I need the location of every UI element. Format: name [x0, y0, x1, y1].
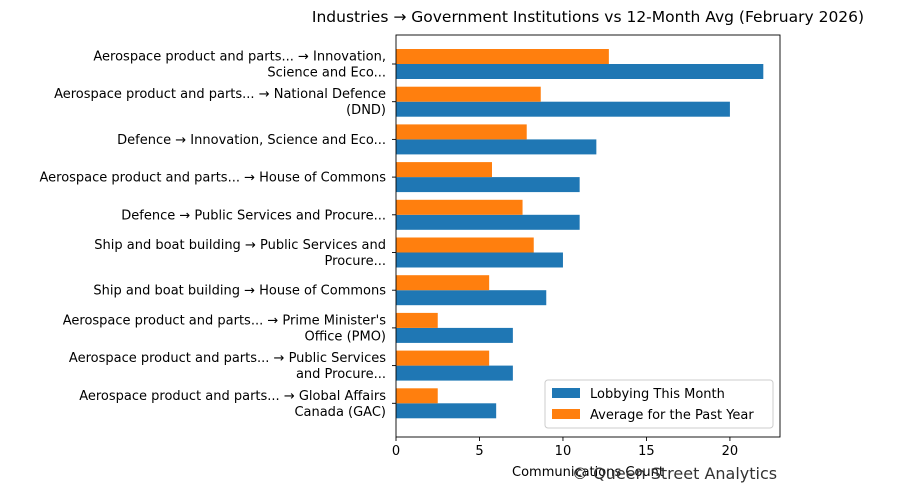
- bar-this-month: [396, 177, 580, 193]
- x-axis-label: Communications Count: [512, 465, 664, 480]
- bar-this-month: [396, 139, 597, 155]
- x-tick-label: 5: [475, 444, 483, 459]
- watermark-text: © Queen Street Analytics: [572, 464, 778, 483]
- chart-title: Industries → Government Institutions vs …: [312, 8, 864, 26]
- bar-past-year-avg: [396, 86, 541, 102]
- legend-swatch: [552, 409, 580, 419]
- bar-this-month: [396, 403, 497, 419]
- legend-swatch: [552, 388, 580, 398]
- legend-label: Average for the Past Year: [590, 408, 754, 423]
- legend-box: [544, 379, 774, 429]
- y-tick-label: Ship and boat building → Public Services…: [94, 238, 386, 269]
- bar-this-month: [396, 214, 580, 230]
- y-tick-label: Aerospace product and parts... → Innovat…: [93, 50, 386, 81]
- bar-past-year-avg: [396, 237, 534, 253]
- bar-past-year-avg: [396, 350, 490, 366]
- bar-this-month: [396, 365, 513, 381]
- legend-label: Lobbying This Month: [590, 387, 725, 402]
- bar-this-month: [396, 101, 730, 117]
- y-tick-label: Aerospace product and parts... → Global …: [79, 389, 386, 420]
- bar-past-year-avg: [396, 162, 492, 178]
- bar-past-year-avg: [396, 199, 523, 215]
- bar-this-month: [396, 290, 547, 306]
- bar-past-year-avg: [396, 312, 438, 328]
- y-tick-label: Aerospace product and parts... → Prime M…: [63, 313, 386, 344]
- bar-this-month: [396, 252, 563, 268]
- bar-past-year-avg: [396, 275, 490, 291]
- y-tick-label: Ship and boat building → House of Common…: [93, 284, 386, 299]
- plot-area: Aerospace product and parts... → Innovat…: [39, 34, 781, 459]
- bar-past-year-avg: [396, 388, 438, 404]
- x-tick-label: 10: [555, 444, 572, 459]
- x-tick-label: 15: [638, 444, 655, 459]
- legend: Lobbying This Month Average for the Past …: [544, 379, 774, 429]
- bar-this-month: [396, 64, 764, 79]
- y-tick-label: Aerospace product and parts... → Nationa…: [54, 87, 386, 118]
- y-tick-label: Aerospace product and parts... → House o…: [39, 171, 386, 186]
- y-tick-label: Defence → Innovation, Science and Eco...: [117, 133, 386, 148]
- bar-past-year-avg: [396, 49, 609, 64]
- y-tick-label: Aerospace product and parts... → Public …: [69, 351, 386, 382]
- bar-past-year-avg: [396, 124, 527, 140]
- x-tick-label: 0: [392, 444, 400, 459]
- x-tick-label: 20: [722, 444, 739, 459]
- plot-frame: [395, 34, 781, 438]
- bar-this-month: [396, 327, 513, 343]
- y-tick-label: Defence → Public Services and Procure...: [121, 208, 386, 223]
